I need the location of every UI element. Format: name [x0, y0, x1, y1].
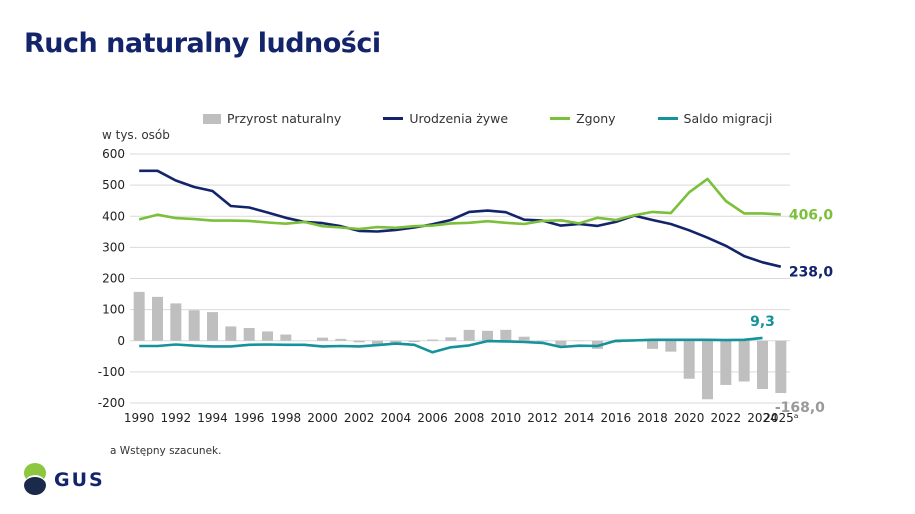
- bar-natural-increase: [207, 312, 218, 341]
- footnote: a Wstępny szacunek.: [110, 445, 222, 457]
- x-tick-label: 2014: [564, 411, 595, 425]
- legend-item-births: Urodzenia żywe: [383, 111, 508, 126]
- bar-natural-increase: [555, 340, 567, 347]
- bar-natural-increase: [720, 340, 732, 385]
- bar-natural-increase: [445, 337, 457, 341]
- bar-natural-increase: [353, 340, 365, 343]
- bar-natural-increase: [665, 340, 677, 352]
- bar-natural-increase: [335, 338, 347, 341]
- legend-label-deaths: Zgony: [576, 111, 616, 126]
- x-tick-label: 2024: [747, 411, 778, 425]
- x-tick-label: 1994: [197, 411, 228, 425]
- legend-item-natural: Przyrost naturalny: [203, 111, 341, 126]
- legend-label-migration: Saldo migracji: [683, 111, 773, 126]
- line-migration: [139, 336, 763, 354]
- x-tick-label: 2016: [601, 411, 632, 425]
- bar-natural-increase: [225, 326, 237, 341]
- gus-logo: GUS: [22, 463, 105, 497]
- legend-swatch-deaths: [550, 117, 571, 120]
- x-tick-label: 2020: [674, 411, 705, 425]
- y-tick-label: 300: [102, 240, 125, 254]
- line-deaths: [138, 177, 781, 231]
- y-tick-label: -100: [98, 365, 125, 379]
- bar-natural-increase: [518, 336, 530, 341]
- bar-natural-increase: [170, 303, 182, 341]
- bar-natural-increase: [738, 340, 750, 382]
- gus-logo-text: GUS: [54, 469, 105, 491]
- bar-natural-increase: [152, 296, 163, 341]
- x-tick-label: 1998: [271, 411, 302, 425]
- page-title: Ruch naturalny ludności: [24, 28, 381, 59]
- label-births-2025: 238,0: [789, 265, 834, 281]
- label-migration-2024: 9,3: [750, 314, 775, 330]
- y-tick-label: 100: [102, 303, 125, 317]
- bar-natural-increase: [408, 340, 420, 342]
- bar-natural-increase: [427, 339, 438, 341]
- chart-legend: Przyrost naturalny Urodzenia żywe Zgony …: [203, 111, 814, 126]
- x-tick-label: 2002: [344, 411, 375, 425]
- bar-natural-increase: [702, 340, 713, 400]
- label-deaths-2025: 406,0: [789, 207, 834, 223]
- legend-label-natural: Przyrost naturalny: [227, 111, 342, 126]
- y-tick-label: 200: [102, 272, 125, 286]
- gus-logo-icon: [22, 463, 48, 497]
- bar-natural-increase: [775, 340, 787, 394]
- y-tick-label: 500: [102, 178, 125, 192]
- bar-natural-increase: [647, 340, 658, 349]
- bar-natural-increase: [463, 329, 475, 341]
- bar-natural-increase: [683, 340, 695, 379]
- y-tick-label: 400: [102, 209, 125, 223]
- x-tick-label: 2006: [417, 411, 448, 425]
- x-tick-label: 2025ᵃ: [763, 411, 798, 425]
- x-tick-label: 2000: [307, 411, 338, 425]
- legend-item-deaths: Zgony: [550, 111, 616, 126]
- bar-natural-increase: [390, 340, 402, 344]
- bar-natural-increase: [243, 327, 255, 341]
- bar-natural-increase: [317, 337, 328, 341]
- y-tick-label: 600: [102, 147, 125, 161]
- bar-natural-increase: [188, 310, 200, 341]
- x-tick-label: 2004: [381, 411, 412, 425]
- bar-natural-increase: [280, 334, 292, 341]
- bar-natural-increase: [262, 331, 273, 341]
- line-births: [139, 169, 782, 268]
- legend-label-births: Urodzenia żywe: [409, 111, 509, 126]
- x-tick-label: 1996: [234, 411, 265, 425]
- x-tick-label: 2018: [637, 411, 668, 425]
- x-tick-label: 2008: [454, 411, 485, 425]
- x-tick-label: 1992: [161, 411, 192, 425]
- bar-natural-increase: [482, 330, 493, 341]
- bar-natural-increase: [500, 329, 512, 341]
- x-tick-label: 1990: [124, 411, 155, 425]
- x-tick-label: 2012: [527, 411, 558, 425]
- legend-swatch-migration: [657, 117, 678, 120]
- legend-swatch-natural: [203, 113, 221, 124]
- y-tick-label: -200: [98, 396, 125, 410]
- legend-item-migration: Saldo migracji: [657, 111, 773, 126]
- x-tick-label: 2022: [711, 411, 742, 425]
- y-axis-label: w tys. osób: [102, 128, 170, 142]
- bar-natural-increase: [372, 340, 383, 346]
- y-tick-label: 0: [117, 334, 125, 348]
- bar-natural-increase: [757, 340, 768, 389]
- label-natural-2025: -168,0: [775, 400, 825, 416]
- x-tick-label: 2010: [491, 411, 522, 425]
- legend-swatch-births: [383, 117, 404, 120]
- bar-natural-increase: [537, 340, 548, 342]
- bar-natural-increase: [133, 291, 145, 341]
